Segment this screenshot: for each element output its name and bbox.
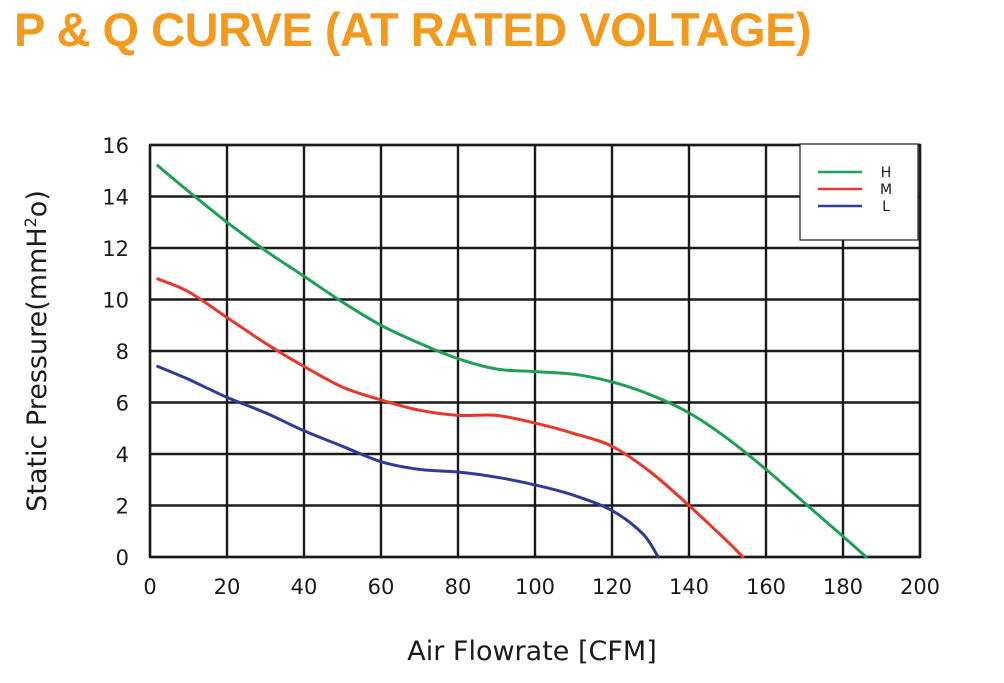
plot-frame [148, 143, 922, 559]
y-tick-label-2: 4 [116, 443, 129, 467]
x-tick-label-4: 80 [445, 575, 472, 599]
legend: HML [799, 143, 919, 241]
series-line-m [156, 277, 745, 559]
y-axis-label-main: Static Pressure(mmH [22, 227, 53, 512]
x-tick-label-7: 140 [669, 575, 709, 599]
x-tick-label-2: 40 [291, 575, 318, 599]
y-tick-label-1: 2 [116, 495, 129, 519]
y-tick-label-3: 6 [116, 392, 129, 416]
legend-label-l: L [882, 199, 890, 215]
y-tick-label-4: 8 [116, 340, 129, 364]
y-tick-label-7: 14 [102, 186, 129, 210]
legend-label-h: H [881, 165, 892, 181]
legend-label-m: M [880, 182, 892, 198]
x-tick-label-1: 20 [214, 575, 241, 599]
series-layer [156, 164, 868, 559]
y-axis-label: Static Pressure(mmH2o) [21, 190, 53, 512]
x-axis-label: Air Flowrate [CFM] [407, 636, 656, 667]
y-tick-label-8: 16 [102, 134, 129, 158]
series-line-h [156, 164, 868, 559]
x-tick-labels: 0 20 40 60 80 100 120 140 160 180 200 [143, 575, 940, 599]
y-axis-label-end: o) [22, 190, 53, 217]
y-tick-labels: 0 2 4 6 8 10 12 14 16 [102, 134, 129, 570]
x-tick-label-9: 180 [823, 575, 863, 599]
x-tick-label-0: 0 [143, 575, 156, 599]
x-tick-label-10: 200 [900, 575, 940, 599]
x-tick-label-3: 60 [368, 575, 395, 599]
x-tick-label-6: 120 [592, 575, 632, 599]
legend-box [799, 143, 919, 241]
y-tick-label-5: 10 [102, 289, 129, 313]
x-tick-label-8: 160 [746, 575, 786, 599]
plot-border [148, 143, 922, 559]
chart-title: P & Q CURVE (AT RATED VOLTAGE) [14, 3, 812, 56]
x-tick-label-5: 100 [515, 575, 555, 599]
series-line-l [156, 364, 660, 559]
y-tick-label-0: 0 [116, 546, 129, 570]
y-tick-label-6: 12 [102, 237, 129, 261]
y-axis-label-sup: 2 [21, 217, 40, 227]
